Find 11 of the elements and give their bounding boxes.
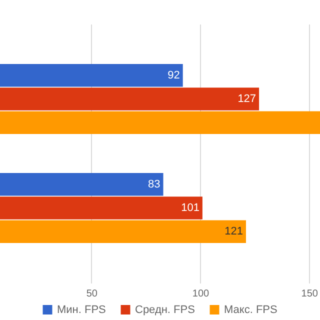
x-tick-label: 100 <box>192 288 210 300</box>
data-label: 127 <box>238 92 256 105</box>
data-label: 83 <box>148 178 160 190</box>
x-tick-label: 50 <box>86 288 98 300</box>
x-tick-label: 150 <box>301 288 318 300</box>
data-label: 121 <box>224 226 243 238</box>
legend-label: Макс. FPS <box>224 304 278 316</box>
data-label: 101 <box>181 202 200 214</box>
legend-label: Мин. FPS <box>57 304 106 316</box>
data-label: 92 <box>168 69 180 82</box>
legend-label: Средн. FPS <box>135 304 195 316</box>
